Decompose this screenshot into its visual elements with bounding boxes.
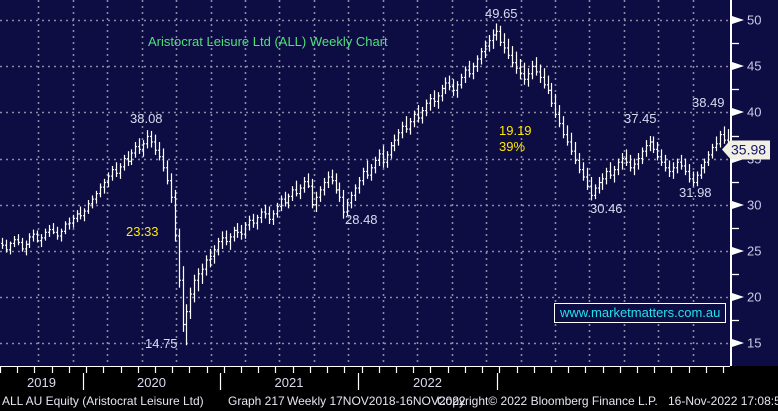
price-annotation-38-08: 38.08	[130, 111, 163, 126]
chart-plot-area[interactable]: Aristocrat Leisure Ltd (ALL) Weekly Char…	[0, 0, 730, 366]
price-tick-40: 40	[747, 104, 762, 120]
footer-graph-number: Graph 217	[228, 394, 285, 408]
year-label-2019: 2019	[27, 375, 56, 390]
price-annotation-49-65: 49.65	[485, 6, 518, 21]
price-axis-ticks	[730, 0, 744, 366]
price-tick-50: 50	[747, 12, 762, 28]
price-annotation-38-49: 38.49	[692, 95, 725, 110]
footer-copyright: Copyright© 2022 Bloomberg Finance L.P.	[437, 394, 658, 408]
price-annotation-39-: 39%	[499, 139, 526, 154]
watermark-marketmatters[interactable]: www.marketmatters.com.au	[554, 303, 727, 323]
vertical-gridlines	[37, 0, 695, 366]
footer-ticker: ALL AU Equity (Aristocrat Leisure Ltd)	[2, 394, 204, 408]
year-label-2022: 2022	[413, 375, 442, 390]
year-label-2021: 2021	[274, 375, 304, 390]
price-annotation-37-45: 37.45	[624, 111, 657, 126]
price-annotation-30-46: 30.46	[590, 201, 623, 216]
price-tick-45: 45	[747, 58, 762, 74]
last-price-flag: 35.98	[722, 140, 771, 160]
price-annotation-14-75: 14.75	[145, 336, 178, 351]
horizontal-gridlines	[0, 19, 730, 345]
date-axis-ticks	[0, 366, 730, 390]
price-annotation-19-19: 19.19	[499, 123, 532, 138]
price-tick-25: 25	[747, 243, 762, 259]
price-annotation-31-98: 31.98	[679, 185, 712, 200]
status-bar: ALL AU Equity (Aristocrat Leisure Ltd) G…	[0, 392, 778, 411]
price-annotation-28-48: 28.48	[345, 212, 378, 227]
price-tick-15: 15	[747, 335, 762, 351]
price-flag-value: 35.98	[730, 140, 771, 160]
price-tick-30: 30	[747, 197, 762, 213]
price-flag-pointer	[722, 140, 730, 159]
chart-canvas	[0, 0, 730, 366]
chart-title: Aristocrat Leisure Ltd (ALL) Weekly Char…	[148, 34, 388, 49]
price-axis[interactable]: 5045403530252015	[730, 0, 778, 366]
price-annotation-23-33: 23.33	[126, 224, 159, 239]
footer-period: Weekly 17NOV2018-16NOV2022	[287, 394, 466, 408]
date-axis[interactable]: 2019 2020 2021 2022	[0, 366, 778, 392]
price-tick-20: 20	[747, 289, 762, 305]
footer-timestamp: 16-Nov-2022 17:08:56	[668, 394, 778, 408]
ohlc-bars	[1, 23, 730, 346]
year-label-2020: 2020	[137, 375, 166, 390]
